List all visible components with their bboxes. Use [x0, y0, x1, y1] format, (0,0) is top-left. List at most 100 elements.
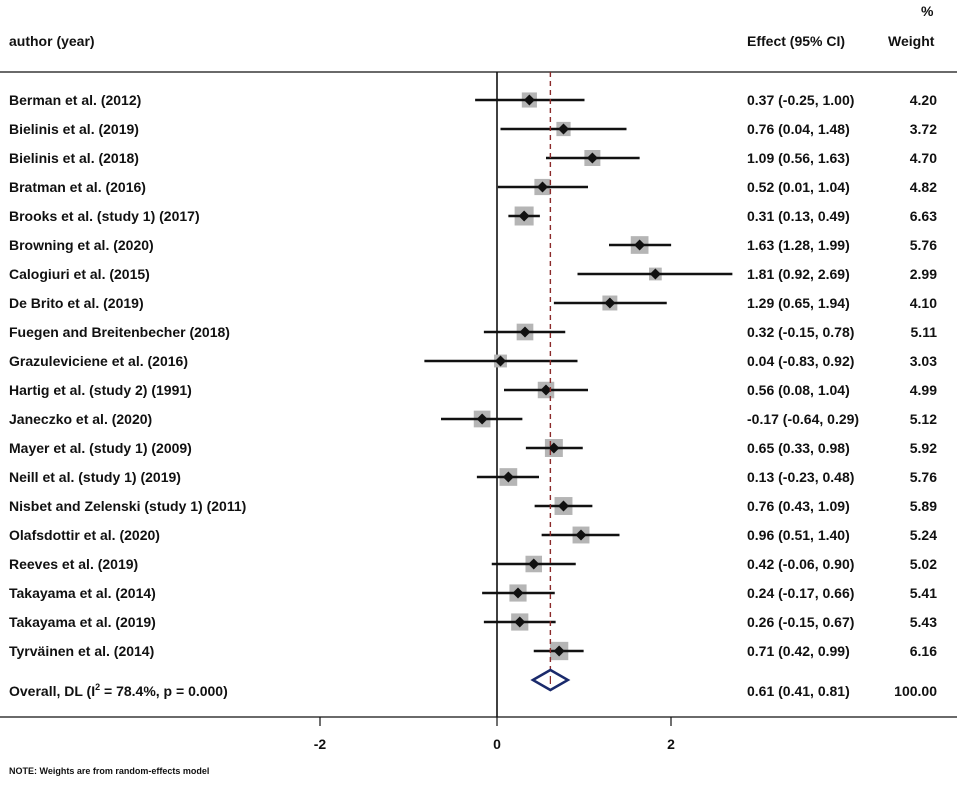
weight-text: 4.20 [910, 92, 937, 108]
study-row: Calogiuri et al. (2015) 1.81 (0.92, 2.69)… [9, 266, 937, 282]
weight-text: 5.43 [910, 614, 937, 630]
effect-ci-text: 0.71 (0.42, 0.99) [747, 643, 850, 659]
effect-marker [540, 384, 552, 396]
effect-marker [537, 181, 548, 193]
overall-weight-text: 100.00 [894, 683, 937, 699]
effect-ci-text: 0.04 (-0.83, 0.92) [747, 353, 854, 369]
effect-ci-text: 0.96 (0.51, 1.40) [747, 527, 850, 543]
study-row: Mayer et al. (study 1) (2009) 0.65 (0.33,… [9, 439, 937, 457]
weight-text: 3.72 [910, 121, 937, 137]
weight-text: 4.99 [910, 382, 937, 398]
effect-ci-text: 0.32 (-0.15, 0.78) [747, 324, 854, 340]
effect-ci-text: 0.24 (-0.17, 0.66) [747, 585, 854, 601]
weight-text: 4.82 [910, 179, 937, 195]
weight-text: 3.03 [910, 353, 937, 369]
study-label: Hartig et al. (study 2) (1991) [9, 382, 192, 398]
weight-text: 6.63 [910, 208, 937, 224]
effect-ci-text: 0.31 (0.13, 0.49) [747, 208, 850, 224]
study-label: Bielinis et al. (2019) [9, 121, 139, 137]
weight-column-header: Weight [888, 33, 935, 49]
study-row: Tyrväinen et al. (2014) 0.71 (0.42, 0.99)… [9, 641, 937, 661]
weight-text: 2.99 [910, 266, 937, 282]
study-row: Neill et al. (study 1) (2019) 0.13 (-0.23… [9, 468, 937, 486]
effect-ci-text: 0.42 (-0.06, 0.90) [747, 556, 854, 572]
effect-marker [586, 152, 598, 164]
effect-marker [649, 268, 661, 280]
weights-note: NOTE: Weights are from random-effects mo… [9, 766, 209, 776]
effect-marker [553, 645, 565, 657]
effect-marker [634, 239, 646, 251]
study-row: Janeczko et al. (2020) -0.17 (-0.64, 0.29… [9, 410, 937, 428]
study-row: Bratman et al. (2016) 0.52 (0.01, 1.04) 4.… [9, 178, 937, 196]
effect-marker [512, 587, 524, 599]
x-tick-label-0: 0 [493, 736, 501, 752]
study-label: Fuegen and Breitenbecher (2018) [9, 324, 230, 340]
study-label: Takayama et al. (2019) [9, 614, 156, 630]
study-column-header: author (year) [9, 33, 95, 49]
effect-marker [519, 326, 531, 338]
study-label: De Brito et al. (2019) [9, 295, 144, 311]
overall-ci-text: 0.61 (0.41, 0.81) [747, 683, 850, 699]
weight-text: 5.92 [910, 440, 937, 456]
weight-text: 5.76 [910, 237, 937, 253]
study-row: Takayama et al. (2019) 0.26 (-0.15, 0.67)… [9, 613, 937, 631]
effect-marker [502, 471, 514, 483]
effect-ci-text: -0.17 (-0.64, 0.29) [747, 411, 859, 427]
effect-ci-text: 1.09 (0.56, 1.63) [747, 150, 850, 166]
weight-text: 5.12 [910, 411, 937, 427]
effect-marker [476, 413, 488, 425]
study-row: Takayama et al. (2014) 0.24 (-0.17, 0.66)… [9, 584, 937, 602]
x-tick-label-neg2: -2 [314, 736, 327, 752]
effect-marker [604, 297, 616, 309]
x-tick-label-2: 2 [667, 736, 675, 752]
weight-text: 5.11 [911, 324, 938, 340]
effect-marker [575, 529, 587, 541]
study-label: Nisbet and Zelenski (study 1) (2011) [9, 498, 246, 514]
effect-ci-text: 1.81 (0.92, 2.69) [747, 266, 850, 282]
study-row: Browning et al. (2020) 1.63 (1.28, 1.99) 5… [9, 236, 937, 254]
effect-ci-text: 1.29 (0.65, 1.94) [747, 295, 850, 311]
weight-percent-header: % [921, 3, 934, 19]
effect-ci-text: 0.26 (-0.15, 0.67) [747, 614, 854, 630]
effect-marker [558, 123, 569, 135]
effect-marker [514, 616, 526, 628]
study-row: Brooks et al. (study 1) (2017) 0.31 (0.13… [9, 206, 937, 226]
weight-text: 5.76 [910, 469, 937, 485]
study-label: Mayer et al. (study 1) (2009) [9, 440, 192, 456]
effect-marker [528, 558, 540, 570]
study-row: Bielinis et al. (2018) 1.09 (0.56, 1.63) 4… [9, 150, 937, 166]
weight-text: 5.89 [910, 498, 937, 514]
study-row: De Brito et al. (2019) 1.29 (0.65, 1.94) 4… [9, 295, 937, 311]
study-label: Berman et al. (2012) [9, 92, 141, 108]
study-label: Olafsdottir et al. (2020) [9, 527, 160, 543]
weight-text: 4.10 [910, 295, 937, 311]
study-label: Bratman et al. (2016) [9, 179, 146, 195]
study-label: Tyrväinen et al. (2014) [9, 643, 154, 659]
weight-text: 5.24 [910, 527, 937, 543]
study-row: Bielinis et al. (2019) 0.76 (0.04, 1.48) 3… [9, 121, 937, 137]
study-label: Brooks et al. (study 1) (2017) [9, 208, 200, 224]
effect-ci-text: 0.76 (0.04, 1.48) [747, 121, 850, 137]
effect-ci-text: 0.65 (0.33, 0.98) [747, 440, 850, 456]
effect-ci-text: 0.52 (0.01, 1.04) [747, 179, 850, 195]
study-label: Janeczko et al. (2020) [9, 411, 152, 427]
overall-label: Overall, DL (I2 = 78.4%, p = 0.000) [9, 682, 228, 699]
study-row: Olafsdottir et al. (2020) 0.96 (0.51, 1.4… [9, 526, 937, 544]
effect-ci-text: 0.56 (0.08, 1.04) [747, 382, 850, 398]
study-row: Hartig et al. (study 2) (1991) 0.56 (0.08… [9, 381, 937, 399]
study-label: Takayama et al. (2014) [9, 585, 156, 601]
effect-marker [518, 210, 530, 222]
study-label: Neill et al. (study 1) (2019) [9, 469, 181, 485]
effect-marker [558, 500, 569, 512]
study-row: Reeves et al. (2019) 0.42 (-0.06, 0.90) 5.… [9, 555, 937, 573]
study-row: Grazuleviciene et al. (2016) 0.04 (-0.83,… [9, 353, 937, 369]
weight-text: 6.16 [910, 643, 937, 659]
study-label: Calogiuri et al. (2015) [9, 266, 150, 282]
effect-marker [495, 355, 506, 367]
study-label: Browning et al. (2020) [9, 237, 154, 253]
effect-ci-text: 0.13 (-0.23, 0.48) [747, 469, 854, 485]
study-label: Reeves et al. (2019) [9, 556, 138, 572]
effect-marker [548, 442, 560, 454]
effect-ci-text: 0.37 (-0.25, 1.00) [747, 92, 854, 108]
study-rows: Berman et al. (2012) 0.37 (-0.25, 1.00) 4.… [9, 72, 938, 692]
